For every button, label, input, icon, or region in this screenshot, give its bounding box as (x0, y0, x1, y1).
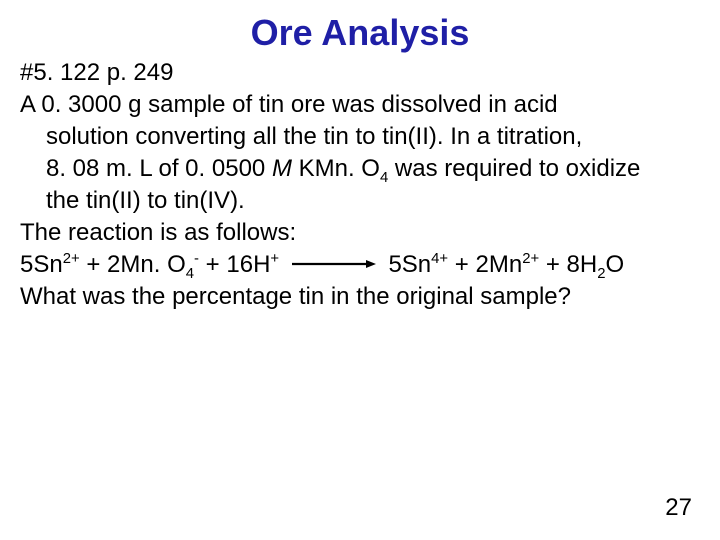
slide: { "title": "Ore Analysis", "reference": … (0, 0, 720, 540)
subscript: 4 (186, 266, 194, 282)
plus: + (448, 251, 475, 278)
element: H (253, 251, 270, 278)
question-text: What was the percentage tin in the origi… (20, 282, 700, 312)
superscript: 2+ (63, 251, 80, 267)
subscript: 4 (380, 170, 388, 186)
reaction-equation: 5Sn2+ + 2Mn. O4- + 16H+ 5Sn4+ + 2Mn2+ + … (20, 250, 700, 280)
slide-body: #5. 122 p. 249 A 0. 3000 g sample of tin… (20, 58, 700, 312)
element: Mn. O (120, 251, 185, 278)
superscript: 2+ (522, 251, 539, 267)
body-line-1: A 0. 3000 g sample of tin ore was dissol… (20, 90, 700, 120)
element: Sn (33, 251, 62, 278)
problem-reference: #5. 122 p. 249 (20, 58, 700, 88)
plus: + (539, 251, 566, 278)
italic-m: M (272, 155, 292, 182)
text-fragment: was required to oxidize (388, 155, 640, 182)
slide-title: Ore Analysis (20, 10, 700, 54)
page-number: 27 (665, 494, 692, 522)
element: H (580, 251, 597, 278)
element: Sn (402, 251, 431, 278)
coef: 2 (475, 251, 488, 278)
coef: 5 (388, 251, 401, 278)
plus: + (199, 251, 226, 278)
text-fragment: 8. 08 m. L of 0. 0500 (46, 155, 272, 182)
element: O (606, 251, 625, 278)
reaction-arrow-icon (292, 259, 376, 269)
plus: + (80, 251, 107, 278)
body-line-3: 8. 08 m. L of 0. 0500 M KMn. O4 was requ… (20, 154, 700, 184)
coef: 5 (20, 251, 33, 278)
subscript: 2 (597, 266, 605, 282)
superscript: 4+ (431, 251, 448, 267)
superscript: + (270, 251, 279, 267)
coef: 16 (226, 251, 253, 278)
text-fragment: KMn. O (292, 155, 380, 182)
reaction-intro: The reaction is as follows: (20, 218, 700, 248)
body-line-4: the tin(II) to tin(IV). (20, 186, 700, 216)
element: Mn (489, 251, 522, 278)
body-line-2: solution converting all the tin to tin(I… (20, 122, 700, 152)
coef: 2 (107, 251, 120, 278)
coef: 8 (567, 251, 580, 278)
